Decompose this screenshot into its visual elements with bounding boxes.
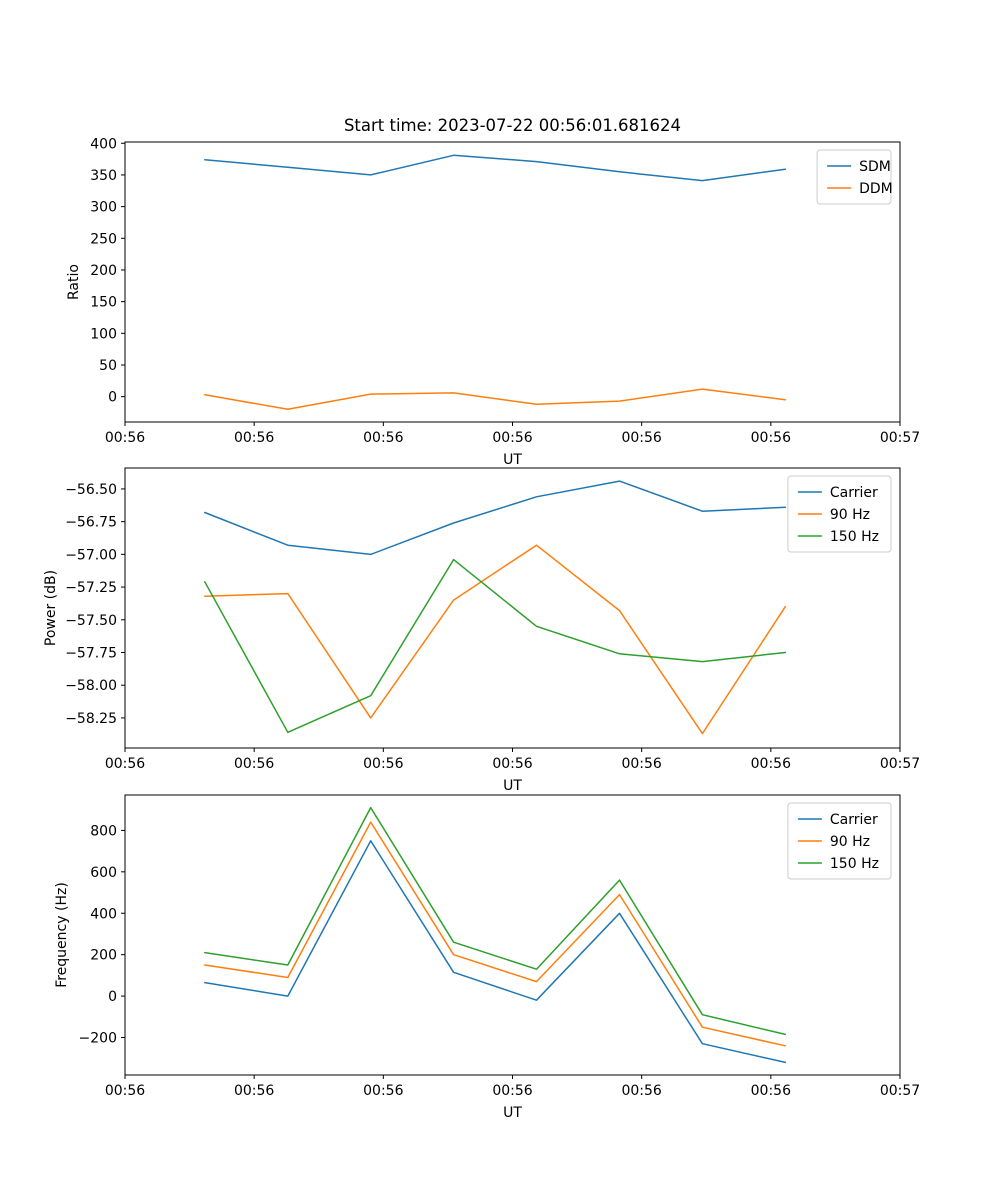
x-tick-label: 00:56 [492,756,532,772]
y-tick-label: 0 [108,390,117,406]
legend-box [787,475,892,553]
x-tick-label: 00:57 [880,756,920,772]
x-tick-label: 00:56 [105,1083,145,1099]
y-tick-label: −57.25 [65,580,117,596]
x-axis-label: UT [503,452,522,468]
y-tick-label: −58.25 [65,711,117,727]
y-tick-label: −56.75 [65,515,117,531]
x-tick-label: 00:56 [234,430,274,446]
y-tick-label: 600 [90,865,117,881]
series-line-sdm [204,154,787,182]
y-tick-label: −57.00 [65,547,117,563]
series-line-90-hz [204,821,787,1047]
y-tick-label: −56.50 [65,482,117,498]
legend-label: 150 Hz [830,856,879,872]
x-tick-label: 00:56 [751,1083,791,1099]
subplot-frequency: 00:56 00:56 00:56 00:56 00:56 00:56 00:57 −200 0… [54,794,920,1121]
x-tick-label: 00:56 [363,756,403,772]
series-line-90-hz [204,544,787,735]
subplot-ratio: 00:56 00:56 00:56 00:56 00:56 00:56 00:57 0 50 10… [66,136,920,468]
y-tick-label: −200 [79,1031,117,1047]
x-tick-label: 00:56 [363,1083,403,1099]
axes-frame [124,141,901,423]
legend-label: 90 Hz [830,834,870,850]
x-tick-label: 00:57 [880,430,920,446]
x-axis-label: UT [503,778,522,794]
x-tick-label: 00:56 [621,756,661,772]
legend-label: Carrier [830,812,878,828]
x-tick-label: 00:56 [105,756,145,772]
y-tick-label: 200 [90,263,117,279]
y-tick-label: 800 [90,823,117,839]
y-tick-label: 100 [90,326,117,342]
y-tick-label: 200 [90,948,117,964]
series-line-carrier [204,480,787,556]
y-tick-label: 400 [90,136,117,152]
x-tick-label: 00:56 [105,430,145,446]
y-axis-label: Power (dB) [43,570,59,646]
x-tick-label: 00:56 [621,1083,661,1099]
legend-box [816,149,892,205]
x-tick-label: 00:56 [234,756,274,772]
x-tick-label: 00:56 [234,1083,274,1099]
x-tick-label: 00:56 [492,430,532,446]
x-tick-label: 00:56 [363,430,403,446]
axes-frame [124,794,901,1076]
series-line-carrier [204,840,787,1064]
legend-label: SDM [859,159,891,175]
series-line-150-hz [204,806,787,1036]
x-tick-label: 00:57 [880,1083,920,1099]
y-tick-label: −58.00 [65,678,117,694]
y-tick-label: −57.75 [65,645,117,661]
x-axis-label: UT [503,1105,522,1121]
legend-label: Carrier [830,485,878,501]
y-tick-label: 150 [90,295,117,311]
x-tick-label: 00:56 [492,1083,532,1099]
x-tick-label: 00:56 [621,430,661,446]
legend: Carrier 90 Hz 150 Hz [787,802,892,880]
x-tick-label: 00:56 [751,756,791,772]
y-axis-label: Ratio [66,264,82,300]
series-line-150-hz [204,558,787,734]
subplot-power: 00:56 00:56 00:56 00:56 00:56 00:56 00:57 −58.2… [43,467,920,794]
axes-frame [124,467,901,749]
y-tick-label: 250 [90,231,117,247]
y-tick-label: 0 [108,989,117,1005]
y-axis-label: Frequency (Hz) [54,882,70,988]
legend: SDM DDM [816,149,893,205]
x-tick-label: 00:56 [751,430,791,446]
y-tick-label: 350 [90,168,117,184]
y-tick-label: −57.50 [65,613,117,629]
legend-label: DDM [859,181,893,197]
y-tick-label: 300 [90,200,117,216]
legend-box [787,802,892,880]
legend-label: 150 Hz [830,529,879,545]
series-line-ddm [204,388,787,411]
legend: Carrier 90 Hz 150 Hz [787,475,892,553]
chart-title: Start time: 2023-07-22 00:56:01.681624 [343,116,682,135]
y-tick-label: 400 [90,906,117,922]
legend-label: 90 Hz [830,507,870,523]
y-tick-label: 50 [99,358,117,374]
